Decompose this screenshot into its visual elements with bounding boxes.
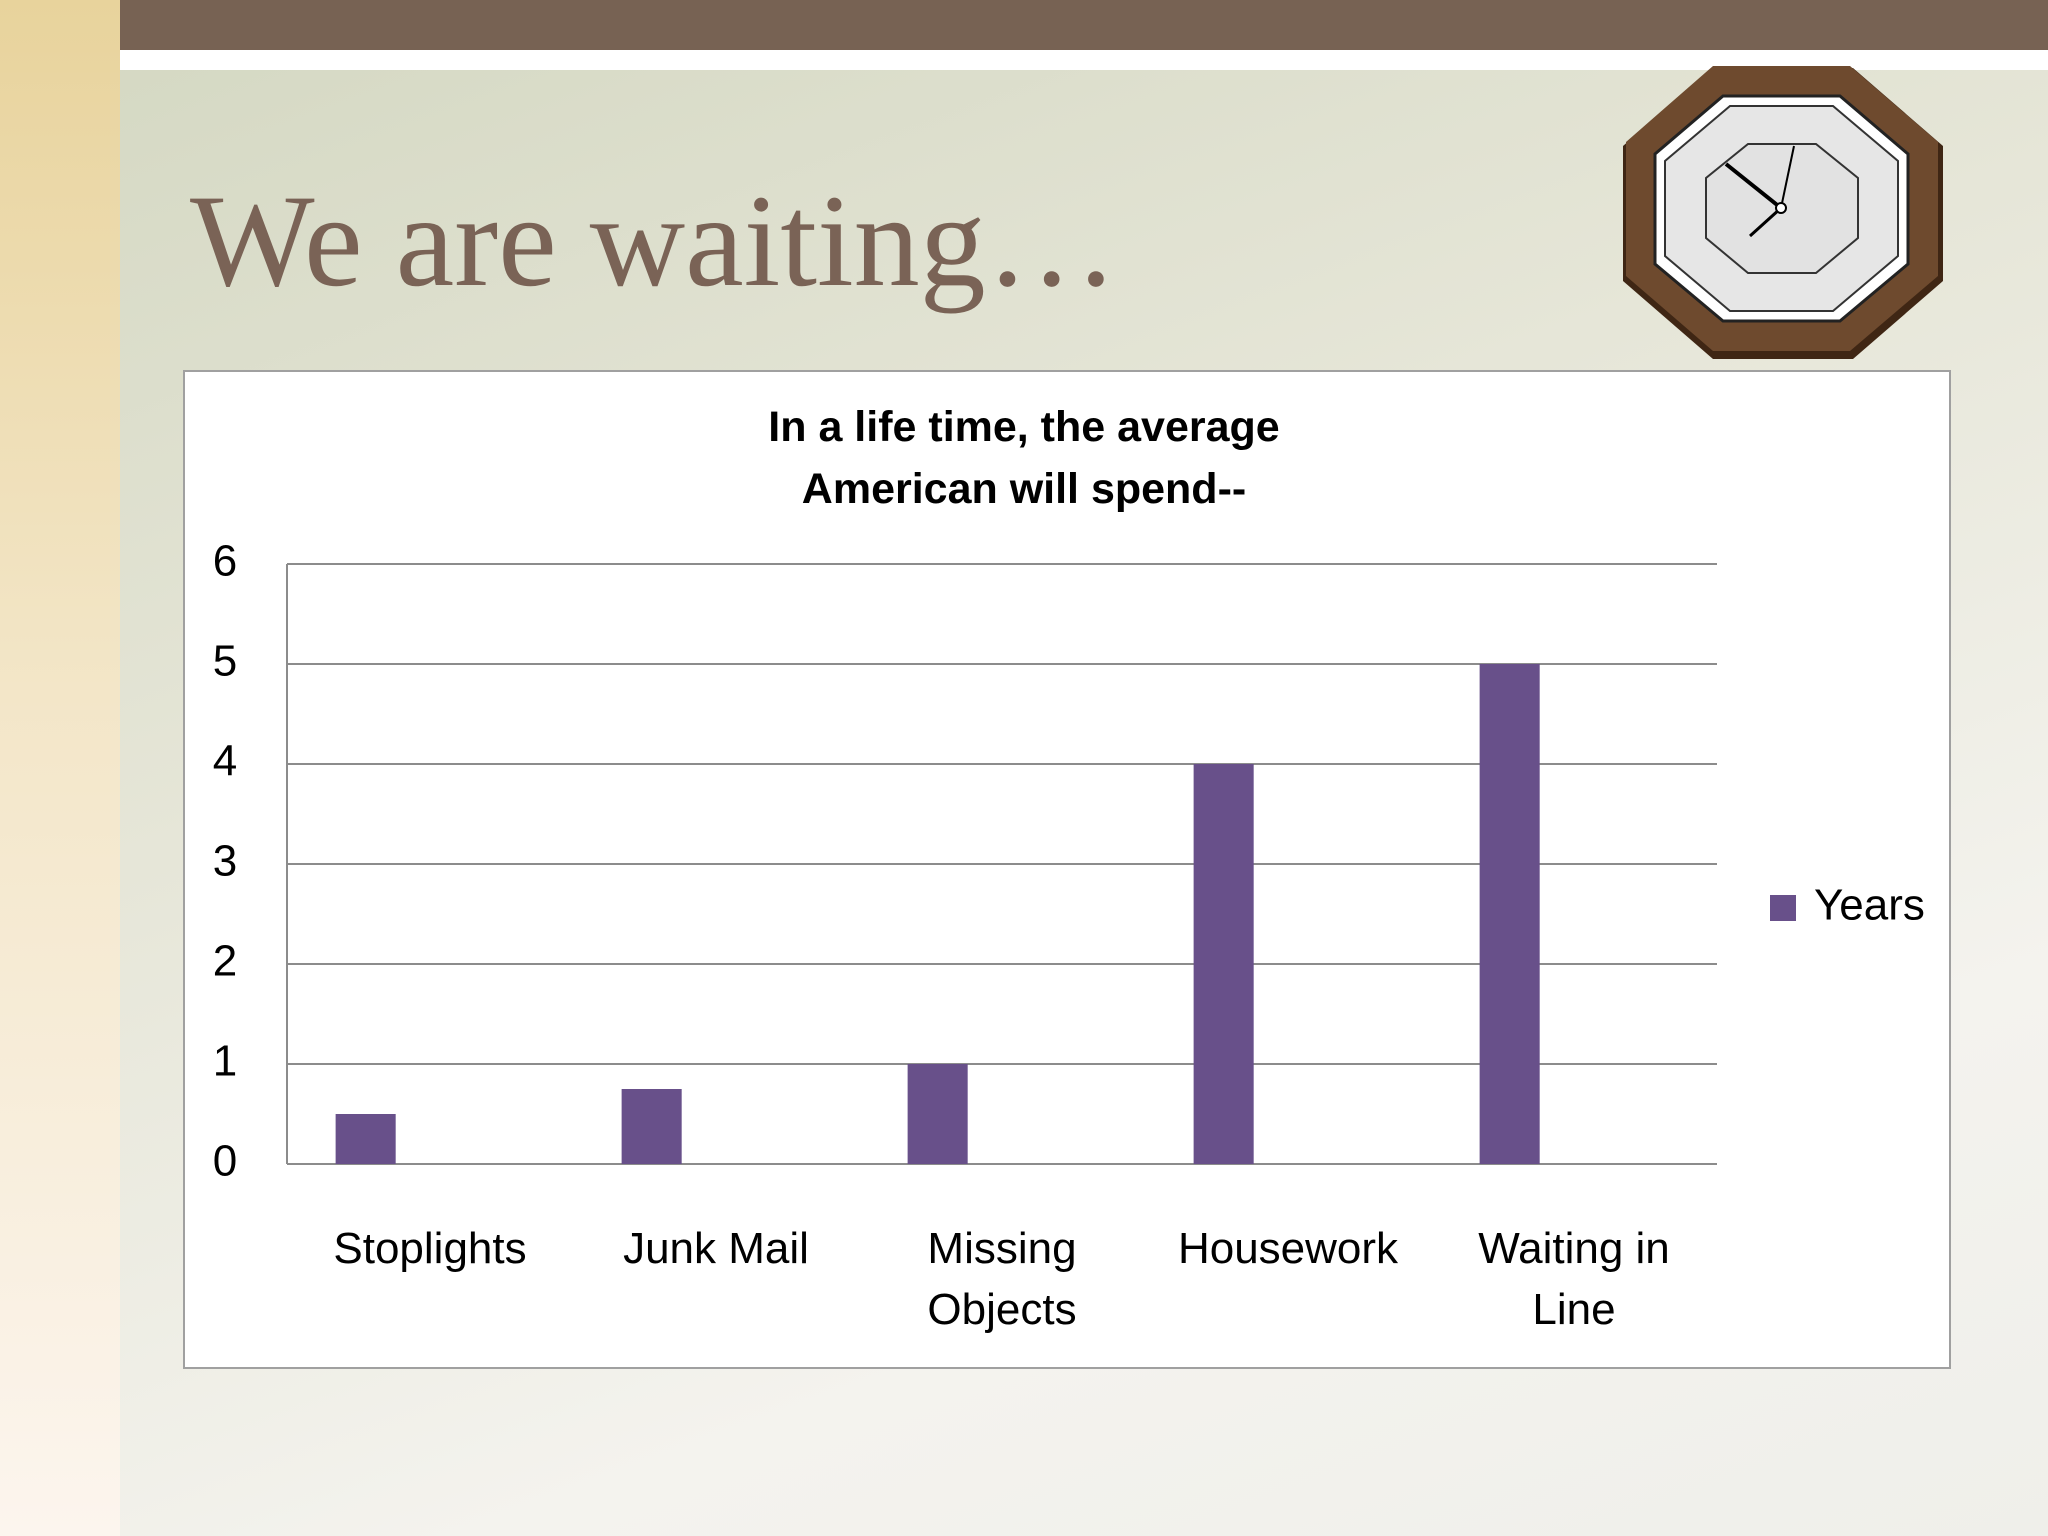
side-strip <box>0 0 120 1536</box>
y-tick-label: 4 <box>213 737 237 786</box>
clock-icon <box>1623 66 1943 359</box>
x-tick-label: Housework <box>1177 1224 1399 1273</box>
bar <box>907 1064 968 1164</box>
y-tick-label: 3 <box>213 837 237 886</box>
y-tick-label: 5 <box>213 637 237 686</box>
y-tick-label: 1 <box>213 1037 237 1086</box>
top-bar <box>120 0 2048 50</box>
slide-title: We are waiting… <box>190 167 1118 314</box>
x-tick-label: Missing Objects <box>927 1224 1077 1334</box>
y-tick-label: 0 <box>213 1137 237 1186</box>
legend-swatch <box>1770 895 1796 921</box>
x-tick-label: Waiting in Line <box>1478 1224 1670 1334</box>
bar <box>1193 764 1254 1164</box>
bar <box>621 1089 682 1164</box>
y-tick-label: 6 <box>213 537 237 586</box>
top-stripe <box>120 50 2048 70</box>
x-tick-label: Stoplights <box>333 1224 527 1273</box>
chart-title: In a life time, the average American wil… <box>768 403 1280 513</box>
bar <box>1479 664 1540 1164</box>
y-tick-label: 2 <box>213 937 237 986</box>
x-tick-label: Junk Mail <box>623 1224 809 1273</box>
chart-title-wrap: In a life time, the average American wil… <box>0 396 2048 520</box>
chart-frame <box>183 370 1951 1369</box>
bar <box>335 1114 396 1164</box>
legend-label: Years <box>1814 881 1925 930</box>
